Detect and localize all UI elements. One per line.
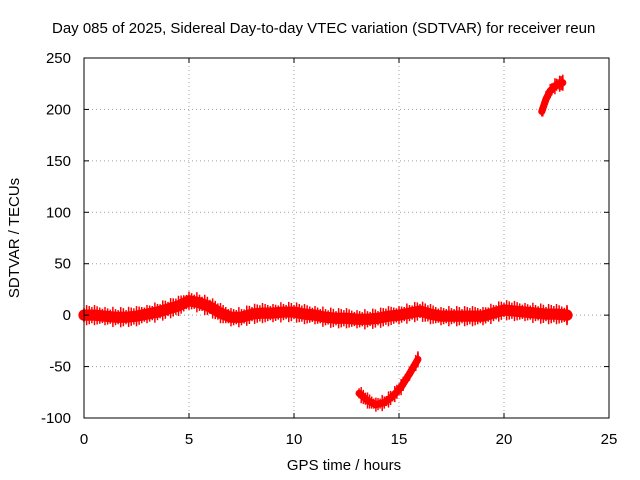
axis-ticks: 0 5 10 15 20 25 -100 -50 0 50 100 150 200 250 (41, 50, 617, 448)
x-tick-label: 10 (286, 431, 303, 448)
x-tick-label: 5 (185, 431, 193, 448)
y-tick-label: -50 (49, 359, 71, 376)
x-axis-label: GPS time / hours (287, 457, 401, 474)
series-main-band (78, 291, 573, 330)
y-tick-label: 150 (46, 153, 71, 170)
x-tick-label: 20 (496, 431, 513, 448)
series-late-arc (538, 74, 567, 117)
plot-data (78, 74, 573, 412)
y-tick-label: 100 (46, 204, 71, 221)
y-tick-label: 250 (46, 50, 71, 67)
x-tick-label: 15 (391, 431, 408, 448)
chart-title: Day 085 of 2025, Sidereal Day-to-day VTE… (52, 20, 595, 37)
series-dip-arc (355, 351, 422, 412)
y-tick-label: -100 (41, 410, 71, 427)
y-tick-label: 0 (63, 307, 71, 324)
y-tick-label: 50 (54, 256, 71, 273)
x-tick-label: 0 (80, 431, 88, 448)
y-tick-label: 200 (46, 101, 71, 118)
grid (84, 58, 609, 418)
x-tick-label: 25 (601, 431, 618, 448)
y-axis-label: SDTVAR / TECUs (6, 178, 23, 298)
plot-frame (83, 57, 610, 419)
